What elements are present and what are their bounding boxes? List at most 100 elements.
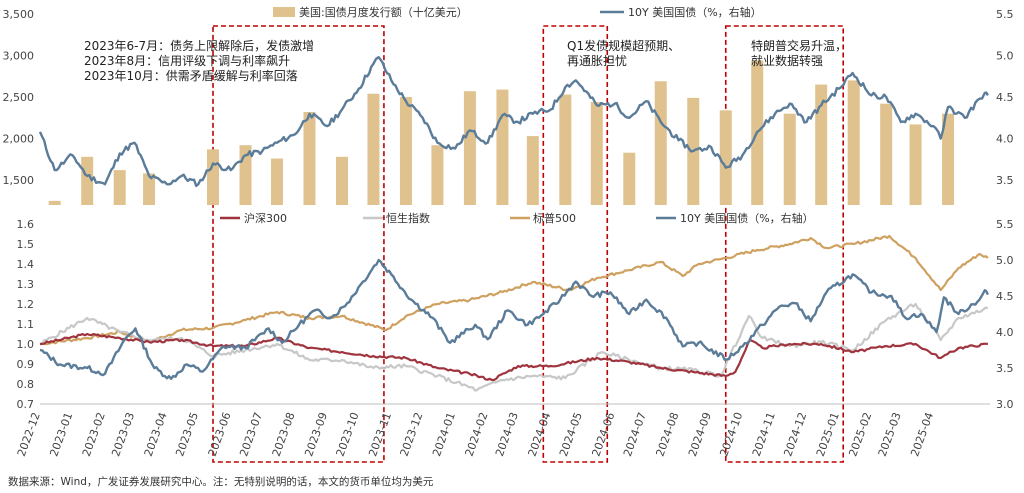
issuance-bar — [815, 84, 828, 205]
x-tick-label: 2023-12 — [398, 411, 426, 459]
annotation-box1-line: 2023年6-7月：债务上限解除后，发债激增 — [84, 38, 314, 53]
annotation-box3-line: 就业数据转强 — [751, 53, 823, 68]
x-tick-label: 2024-03 — [493, 411, 521, 459]
x-tick-label: 2024-10 — [717, 411, 745, 459]
x-tick-label: 2024-01 — [430, 411, 458, 459]
issuance-bar — [113, 170, 126, 205]
x-tick-label: 2024-08 — [653, 411, 681, 459]
ust10y-line-top — [38, 56, 989, 188]
issuance-bar — [335, 156, 348, 205]
bottom-right-tick: 5.0 — [996, 254, 1014, 267]
bottom-right-tick: 3.0 — [996, 398, 1014, 411]
annotation-box2-line: 再通胀担忧 — [567, 54, 627, 68]
x-tick-label: 2023-02 — [80, 411, 108, 459]
x-tick-label: 2022-12 — [15, 411, 43, 459]
issuance-bar — [909, 124, 922, 205]
legend-label-hs300: 沪深300 — [244, 211, 287, 225]
top-right-tick: 5.5 — [996, 8, 1014, 21]
x-tick-label: 2025-02 — [846, 411, 874, 459]
bottom-left-tick: 1.4 — [17, 258, 35, 271]
top-left-tick: 2,500 — [3, 91, 35, 104]
x-tick-label: 2023-08 — [270, 411, 298, 459]
issuance-bar — [399, 97, 412, 205]
top-right-tick: 4.5 — [996, 91, 1014, 104]
x-tick-label: 2023-10 — [334, 411, 362, 459]
x-tick-label: 2024-11 — [750, 411, 778, 459]
bottom-left-tick: 1.6 — [17, 218, 35, 231]
x-tick-label: 2024-09 — [686, 411, 714, 459]
series-line-hs300 — [39, 332, 989, 382]
top-right-tick: 4.0 — [996, 133, 1014, 146]
bottom-left-tick: 1.2 — [17, 298, 35, 311]
issuance-bar — [496, 89, 509, 205]
bottom-left-tick: 0.9 — [17, 358, 35, 371]
issuance-bar — [81, 156, 94, 205]
bottom-left-tick: 0.7 — [17, 398, 35, 411]
issuance-bar — [463, 91, 476, 205]
annotation-box1-line: 2023年10月：供需矛盾缓解与利率回落 — [84, 68, 298, 83]
x-tick-label: 2024-12 — [781, 411, 809, 459]
bottom-left-tick: 1.1 — [17, 318, 35, 331]
bottom-left-tick: 1.5 — [17, 238, 35, 251]
bottom-left-tick: 0.8 — [17, 378, 35, 391]
legend-label-issuance: 美国:国债月度发行额（十亿美元） — [299, 5, 468, 19]
x-tick-label: 2023-03 — [109, 411, 137, 459]
bottom-right-tick: 3.5 — [996, 362, 1014, 375]
x-tick-label: 2025-04 — [908, 411, 936, 459]
issuance-bar — [207, 149, 220, 205]
legend-label-ust10y-top: 10Y 美国国债（%，右轴） — [628, 5, 762, 19]
x-tick-label: 2023-07 — [237, 411, 265, 459]
issuance-bar — [942, 113, 955, 205]
series-line-spx — [39, 234, 989, 346]
issuance-bar — [526, 136, 539, 205]
top-left-tick: 1,500 — [3, 174, 35, 187]
x-tick-label: 2024-02 — [463, 411, 491, 459]
x-tick-label: 2023-06 — [206, 411, 234, 459]
bottom-left-tick: 1.0 — [17, 338, 35, 351]
issuance-bar — [270, 158, 283, 205]
bottom-right-tick: 4.5 — [996, 290, 1014, 303]
legend-swatch-issuance — [273, 7, 295, 17]
x-tick-label: 2024-05 — [557, 411, 585, 459]
bottom-right-tick: 4.0 — [996, 326, 1014, 339]
highlight-box-3 — [724, 25, 845, 463]
x-tick-label: 2025-03 — [876, 411, 904, 459]
issuance-bar — [367, 93, 380, 205]
top-left-tick: 3,500 — [3, 8, 35, 21]
highlight-box-2 — [542, 25, 609, 463]
legend-label-ust10y: 10Y 美国国债（%，右轴） — [680, 211, 814, 225]
issuance-bar — [303, 111, 316, 205]
x-tick-label: 2023-04 — [142, 411, 170, 459]
source-footnote: 数据来源：Wind，广发证券发展研究中心。注：无特别说明的话，本文的货币单位均为… — [8, 476, 434, 488]
series-line-ust10y — [39, 258, 989, 380]
x-tick-label: 2024-04 — [526, 411, 554, 459]
issuance-bar — [719, 110, 732, 205]
issuance-bar — [847, 80, 860, 205]
top-left-tick: 3,000 — [3, 50, 35, 63]
issuance-bar — [880, 103, 893, 205]
issuance-bar — [654, 81, 667, 205]
issuance-bar — [623, 152, 636, 205]
x-tick-label: 2023-01 — [47, 411, 75, 459]
x-tick-label: 2023-09 — [302, 411, 330, 459]
x-tick-label: 2023-05 — [173, 411, 201, 459]
highlight-box-1 — [212, 25, 385, 463]
series-line-hsi — [39, 302, 989, 392]
issuance-bar — [559, 94, 572, 205]
issuance-bar — [590, 102, 603, 205]
annotation-box3-line: 特朗普交易升温， — [751, 38, 847, 53]
x-tick-label: 2024-06 — [589, 411, 617, 459]
top-left-tick: 2,000 — [3, 133, 35, 146]
x-tick-label: 2024-07 — [621, 411, 649, 459]
legend-label-hsi: 恒生指数 — [386, 211, 430, 225]
bottom-left-tick: 1.3 — [17, 278, 35, 291]
x-tick-label: 2023-11 — [366, 411, 394, 459]
issuance-bar — [783, 113, 796, 205]
top-right-tick: 5.0 — [996, 50, 1014, 63]
issuance-bar — [431, 145, 444, 205]
issuance-bar — [143, 173, 156, 205]
annotation-box2-line: Q1发债规模超预期、 — [567, 38, 680, 53]
issuance-bar — [48, 200, 61, 205]
x-tick-label: 2025-01 — [814, 411, 842, 459]
